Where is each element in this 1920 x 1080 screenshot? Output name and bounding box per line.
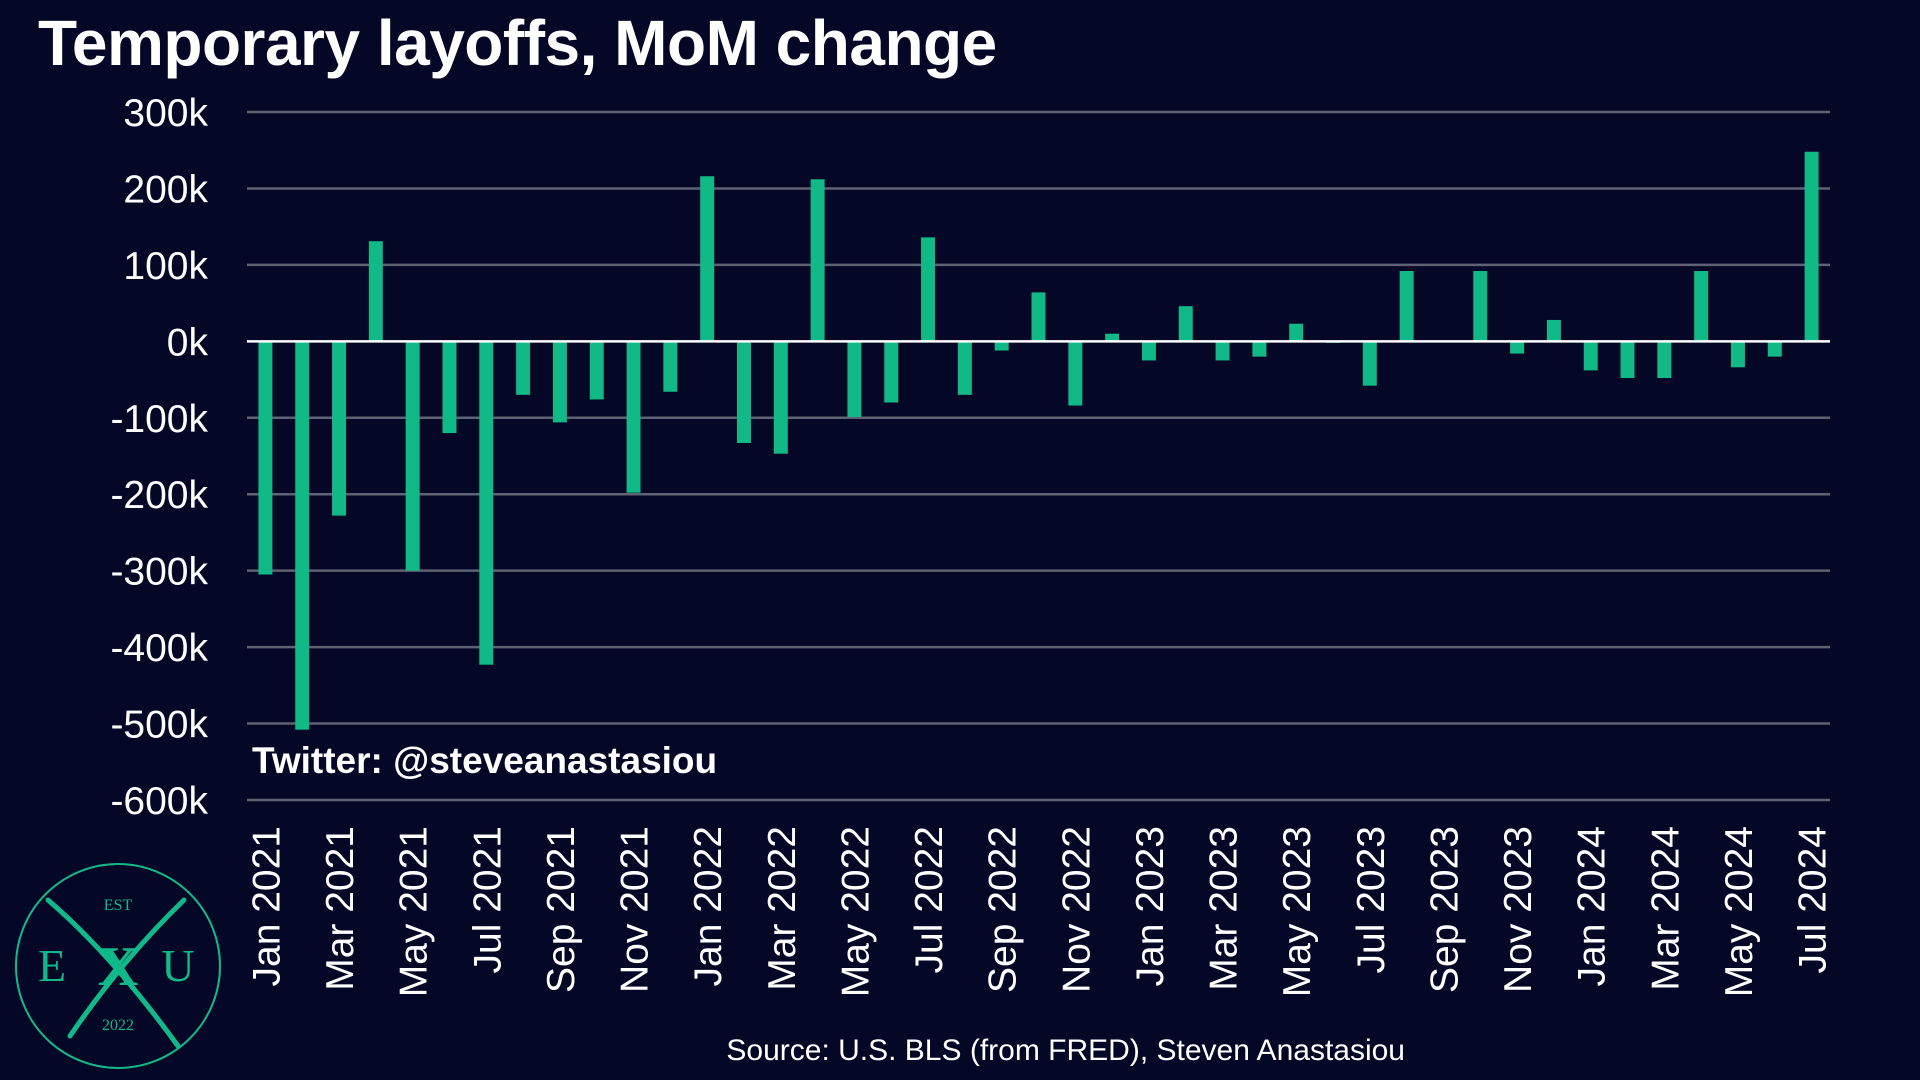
x-tick-label: Sep 2021 — [540, 826, 583, 993]
y-tick-label: -200k — [110, 474, 208, 517]
bar — [1767, 341, 1782, 357]
bar — [1252, 341, 1267, 357]
bar — [332, 341, 347, 516]
y-tick-label: -500k — [110, 704, 208, 747]
bar — [1510, 341, 1525, 354]
bar — [405, 341, 420, 571]
logo-stroke-2 — [67, 897, 187, 1039]
bar — [1694, 271, 1709, 342]
bar — [1141, 341, 1156, 361]
logo-letter-e: E — [38, 940, 66, 991]
bar — [295, 341, 310, 730]
bar — [442, 341, 457, 434]
bar — [884, 341, 899, 403]
x-tick-label: Nov 2022 — [1055, 826, 1098, 993]
bar — [1620, 341, 1635, 379]
logo-circle — [15, 863, 221, 1069]
bar — [1583, 341, 1598, 371]
bar — [700, 176, 715, 342]
x-tick-label: May 2021 — [393, 826, 436, 997]
bar — [552, 341, 567, 423]
bar — [663, 341, 678, 392]
bar — [736, 341, 751, 444]
y-tick-label: -600k — [110, 780, 208, 823]
bar — [516, 341, 531, 395]
logo-letter-u: U — [161, 940, 194, 991]
source-note: Source: U.S. BLS (from FRED), Steven Ana… — [726, 1034, 1405, 1067]
gridlines — [247, 110, 1830, 802]
bar — [957, 341, 972, 395]
bars — [258, 151, 1819, 730]
chart-title: Temporary layoffs, MoM change — [38, 7, 997, 79]
x-tick-label: Jan 2021 — [245, 826, 288, 986]
x-tick-label: Nov 2021 — [614, 826, 657, 993]
y-tick-label: 300k — [123, 92, 208, 135]
bar — [1105, 333, 1120, 342]
x-tick-label: Sep 2023 — [1423, 826, 1466, 993]
y-tick-label: 200k — [123, 168, 208, 211]
logo-est: EST — [104, 897, 133, 914]
x-tick-label: Jul 2021 — [466, 826, 509, 973]
y-axis-tick-labels: 300k 200k 100k 0k -100k -200k -300k -400k -500k -… — [110, 92, 208, 823]
x-tick-label: Mar 2024 — [1644, 826, 1687, 991]
logo-year: 2022 — [102, 1017, 134, 1034]
bar — [810, 179, 825, 342]
bar — [1068, 341, 1083, 406]
bar — [589, 341, 604, 400]
bar — [921, 237, 936, 342]
x-tick-label: May 2023 — [1276, 826, 1319, 997]
bar — [1215, 341, 1230, 361]
x-tick-label: Sep 2022 — [982, 826, 1025, 993]
bar — [1473, 271, 1488, 342]
bar — [1804, 151, 1819, 342]
bar — [1399, 271, 1414, 342]
y-tick-label: 100k — [123, 245, 208, 288]
logo-stroke-1 — [45, 897, 181, 1049]
y-tick-label: 0k — [167, 321, 209, 364]
bar — [1657, 341, 1672, 379]
bar — [1178, 306, 1193, 342]
y-tick-label: -400k — [110, 627, 208, 670]
y-tick-label: -300k — [110, 551, 208, 594]
twitter-watermark: Twitter: @steveanastasiou — [252, 740, 718, 781]
x-tick-label: Jan 2023 — [1129, 826, 1172, 986]
bar — [847, 341, 862, 418]
x-tick-label: Mar 2021 — [319, 826, 362, 991]
bar — [1362, 341, 1377, 386]
logo-letter-x: X — [98, 936, 138, 998]
bar — [773, 341, 788, 454]
x-axis-tick-labels: Jan 2021 Mar 2021 May 2021 Jul 2021 Sep 2021… — [245, 826, 1834, 997]
bar — [368, 241, 383, 342]
exu-logo: EST E X U 2022 — [15, 863, 221, 1069]
x-tick-label: Mar 2022 — [761, 826, 804, 991]
bar — [479, 341, 494, 665]
x-tick-label: Jul 2024 — [1792, 826, 1835, 973]
x-tick-label: May 2022 — [834, 826, 877, 997]
bar — [994, 341, 1009, 351]
x-tick-label: Nov 2023 — [1497, 826, 1540, 993]
bar — [1730, 341, 1745, 368]
x-tick-label: Jul 2022 — [908, 826, 951, 973]
bar — [258, 341, 273, 575]
x-tick-label: Mar 2023 — [1203, 826, 1246, 991]
x-tick-label: Jan 2022 — [687, 826, 730, 986]
bar — [1031, 292, 1046, 342]
bar — [1289, 323, 1304, 342]
x-tick-label: Jan 2024 — [1571, 826, 1614, 986]
x-tick-label: Jul 2023 — [1350, 826, 1393, 973]
y-tick-label: -100k — [110, 398, 208, 441]
bar — [1546, 319, 1561, 342]
bar — [626, 341, 641, 493]
x-tick-label: May 2024 — [1718, 826, 1761, 997]
